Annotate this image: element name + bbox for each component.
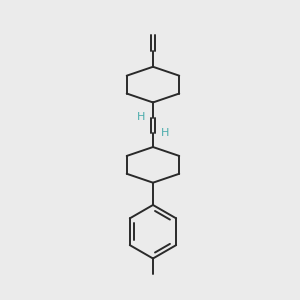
Text: H: H xyxy=(137,112,145,122)
Text: H: H xyxy=(161,128,169,138)
